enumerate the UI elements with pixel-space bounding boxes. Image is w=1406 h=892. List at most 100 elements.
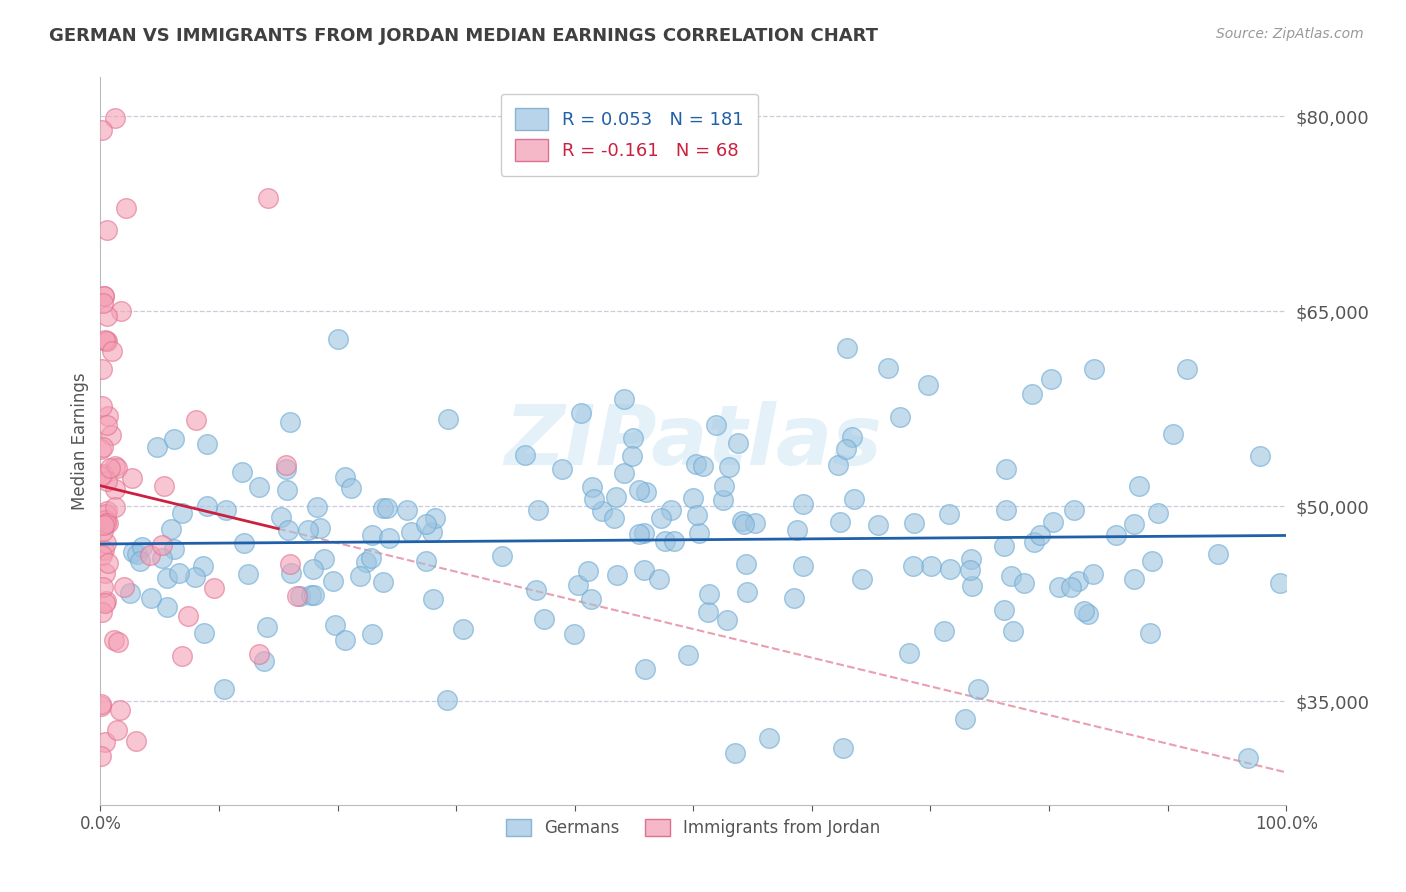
Point (613, 466, 636, 480)
Point (333, 469, 356, 483)
Point (170, 649, 193, 664)
Point (97, 516, 120, 530)
Point (278, 416, 301, 430)
Point (312, 551, 335, 566)
Point (491, 549, 513, 563)
Point (633, 526, 655, 541)
Point (170, 506, 193, 520)
Point (451, 622, 474, 636)
Point (94, 593, 117, 607)
Point (278, 557, 301, 571)
Point (94, 566, 117, 581)
Point (1012, 575, 1035, 590)
Point (724, 746, 747, 760)
Point (835, 442, 858, 457)
Point (711, 493, 734, 508)
Point (91, 548, 114, 562)
Point (349, 569, 371, 583)
Point (177, 609, 200, 624)
Point (744, 516, 766, 531)
Point (90, 697, 112, 711)
Point (247, 480, 270, 494)
Point (583, 491, 606, 506)
Point (837, 341, 859, 355)
Point (112, 580, 135, 594)
Point (256, 620, 278, 634)
Point (302, 588, 325, 602)
Point (633, 662, 655, 676)
Point (953, 712, 976, 726)
Point (395, 503, 418, 517)
Point (108, 703, 131, 717)
Point (634, 484, 657, 499)
Point (733, 516, 755, 531)
Point (685, 458, 707, 472)
Point (917, 378, 939, 392)
Point (302, 562, 325, 576)
Point (1039, 372, 1062, 386)
Point (1083, 361, 1105, 376)
Point (959, 563, 981, 577)
Point (97, 556, 120, 570)
Point (1060, 580, 1083, 594)
Point (966, 682, 988, 697)
Point (121, 471, 143, 485)
Point (526, 503, 548, 517)
Point (193, 559, 215, 574)
Point (186, 412, 208, 426)
Text: Source: ZipAtlas.com: Source: ZipAtlas.com (1216, 27, 1364, 41)
Point (91, 467, 114, 481)
Point (1270, 576, 1292, 591)
Point (103, 633, 125, 648)
Point (1077, 607, 1099, 622)
Point (664, 534, 686, 549)
Point (297, 523, 319, 537)
Point (93, 596, 115, 610)
Point (253, 654, 276, 668)
Point (938, 507, 960, 521)
Point (93, 289, 115, 303)
Point (285, 589, 308, 603)
Point (792, 497, 814, 511)
Point (288, 589, 311, 603)
Point (103, 458, 125, 473)
Point (146, 440, 169, 454)
Point (156, 570, 179, 584)
Point (96, 504, 118, 518)
Point (533, 611, 555, 625)
Point (993, 603, 1015, 617)
Point (1147, 506, 1170, 520)
Point (1206, 548, 1229, 562)
Point (1001, 624, 1024, 638)
Point (129, 553, 152, 567)
Point (605, 490, 627, 504)
Point (91, 524, 114, 538)
Point (648, 572, 671, 586)
Point (877, 360, 900, 375)
Point (139, 591, 162, 606)
Point (718, 459, 741, 474)
Point (377, 500, 399, 515)
Point (193, 626, 215, 640)
Point (842, 492, 865, 507)
Point (91, 399, 114, 413)
Point (704, 418, 727, 433)
Point (513, 449, 536, 463)
Point (939, 562, 962, 576)
Point (1128, 479, 1150, 493)
Point (114, 201, 136, 215)
Point (280, 566, 302, 580)
Point (238, 567, 260, 582)
Point (90, 699, 112, 714)
Point (696, 605, 718, 619)
Point (94, 333, 117, 347)
Point (215, 503, 238, 517)
Point (1083, 567, 1105, 582)
Point (1047, 581, 1070, 595)
Point (202, 582, 225, 596)
Point (786, 523, 808, 537)
Point (994, 462, 1017, 476)
Point (90, 442, 112, 456)
Point (94, 513, 117, 527)
Point (361, 527, 384, 541)
